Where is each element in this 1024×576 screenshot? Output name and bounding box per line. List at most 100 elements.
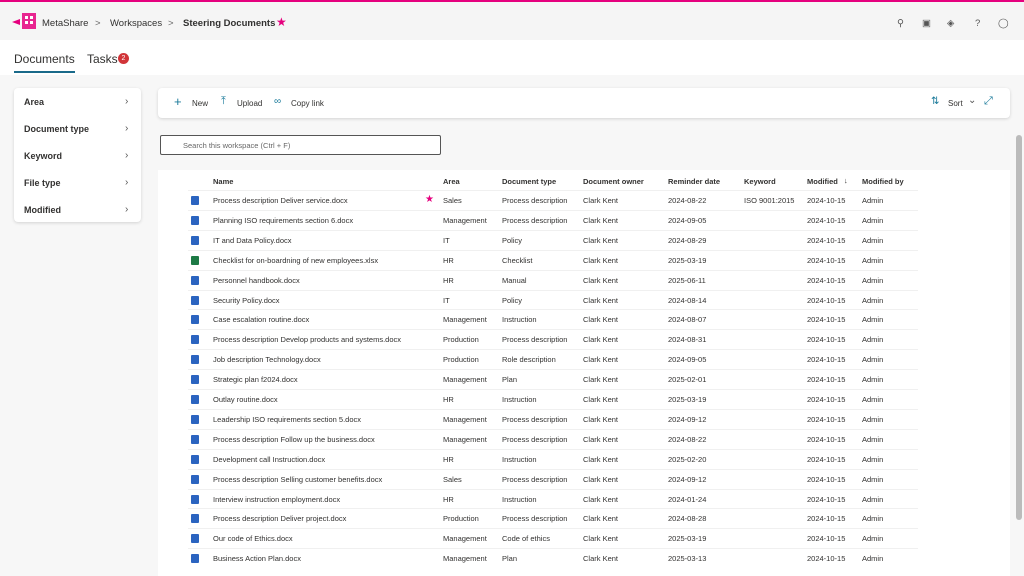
- file-name[interactable]: Job description Technology.docx: [213, 355, 321, 365]
- file-name[interactable]: Process description Follow up the busine…: [213, 434, 375, 444]
- breadcrumb[interactable]: Workspaces: [110, 18, 163, 29]
- scrollbar[interactable]: [1016, 135, 1022, 520]
- tab[interactable]: Tasks: [87, 52, 118, 66]
- cell: 2025-03-19: [668, 395, 707, 404]
- column-header[interactable]: Modified: [807, 177, 838, 186]
- icon[interactable]: ◈: [947, 18, 955, 29]
- file-name[interactable]: Process description Deliver service.docx: [213, 196, 348, 205]
- row-divider: [188, 528, 918, 530]
- row-divider: [188, 468, 918, 470]
- file-name[interactable]: Outlay routine.docx: [213, 395, 278, 404]
- cell: Instruction: [502, 494, 537, 504]
- file-name[interactable]: Business Action Plan.docx: [213, 554, 301, 564]
- breadcrumb[interactable]: Steering Documents: [183, 18, 276, 29]
- file-name[interactable]: IT and Data Policy.docx: [213, 235, 292, 245]
- cell: 2024-10-15: [807, 395, 846, 404]
- search-box[interactable]: Search this workspace (Ctrl + F): [160, 135, 441, 155]
- star[interactable]: ★: [425, 194, 434, 205]
- icon[interactable]: ⚲: [897, 18, 904, 29]
- cell: Clark Kent: [583, 315, 619, 325]
- file-name[interactable]: Leadership ISO requirements section 5.do…: [213, 414, 361, 424]
- cell: Admin: [862, 315, 884, 325]
- action[interactable]: Upload: [237, 99, 263, 108]
- cell: Admin: [862, 514, 884, 524]
- file-name[interactable]: Process description Deliver project.docx: [213, 514, 347, 524]
- chevron[interactable]: ›: [125, 150, 129, 161]
- file-name[interactable]: Case escalation routine.docx: [213, 315, 310, 325]
- file-icon: [191, 355, 199, 365]
- cell: Admin: [862, 414, 884, 424]
- cell: IT: [443, 235, 450, 245]
- row-divider: [188, 488, 918, 490]
- cell: Admin: [862, 255, 884, 265]
- file-name[interactable]: Checklist for on-boardning of new employ…: [213, 255, 379, 265]
- action[interactable]: New: [192, 99, 209, 108]
- file-icon: [191, 434, 199, 444]
- cell: Clark Kent: [583, 335, 619, 345]
- cell: Instruction: [502, 315, 537, 325]
- cell: Management: [443, 554, 487, 564]
- file-name[interactable]: Planning ISO requirements section 6.docx: [213, 215, 354, 225]
- cell: Admin: [862, 375, 884, 385]
- file-name[interactable]: Development call Instruction.docx: [213, 454, 326, 464]
- column-header[interactable]: Document type: [502, 177, 557, 186]
- cell: 2024-10-15: [807, 375, 846, 385]
- filter[interactable]: Area: [24, 97, 45, 107]
- cell: Process description: [502, 514, 568, 524]
- file-name[interactable]: Interview instruction employment.docx: [213, 494, 341, 504]
- help-icon[interactable]: ?: [975, 18, 981, 29]
- cell: Sales: [443, 474, 462, 484]
- cell: HR: [443, 454, 454, 464]
- column-header[interactable]: Reminder date: [668, 177, 721, 186]
- user-icon[interactable]: ◯: [998, 18, 1009, 29]
- cell: Policy: [502, 295, 523, 305]
- file-name[interactable]: Personnel handbook.docx: [213, 275, 300, 285]
- column-header[interactable]: Name: [213, 177, 234, 186]
- cell: 2024-08-29: [668, 235, 707, 245]
- table: Name Area Document type Document owner Remin…: [158, 170, 1010, 576]
- action[interactable]: Copy link: [291, 99, 324, 108]
- chevron[interactable]: ›: [125, 123, 129, 134]
- cell: Process description: [502, 434, 568, 444]
- cell: Clark Kent: [583, 434, 619, 444]
- filter[interactable]: Modified: [24, 205, 61, 215]
- row-divider: [188, 190, 918, 191]
- chevron[interactable]: ›: [125, 204, 129, 215]
- file-name[interactable]: Process description Selling customer ben…: [213, 474, 383, 484]
- brand[interactable]: MetaShare: [42, 18, 89, 29]
- cell: HR: [443, 275, 454, 285]
- cell: 2024-09-12: [668, 474, 707, 484]
- file-name[interactable]: Strategic plan f2024.docx: [213, 375, 298, 385]
- cell: Management: [443, 215, 487, 225]
- column-header[interactable]: Keyword: [744, 177, 776, 186]
- cell: Management: [443, 434, 487, 444]
- file-name[interactable]: Our code of Ethics.docx: [213, 534, 293, 544]
- cell: 2025-02-20: [668, 454, 707, 464]
- cell: Admin: [862, 335, 884, 345]
- filter[interactable]: Keyword: [24, 151, 63, 161]
- column-header[interactable]: Area: [443, 177, 460, 186]
- row-divider: [188, 548, 918, 550]
- cell: Clark Kent: [583, 454, 619, 464]
- filter[interactable]: Document type: [24, 124, 90, 134]
- file-icon: [191, 315, 199, 325]
- file-icon: [191, 554, 199, 564]
- column-header[interactable]: Modified by: [862, 177, 904, 186]
- expand-icon[interactable]: ⤢: [984, 95, 993, 107]
- chevron[interactable]: ›: [125, 96, 129, 107]
- icon[interactable]: ▣: [922, 18, 931, 29]
- cell: Admin: [862, 295, 884, 305]
- cell: Checklist: [502, 255, 533, 265]
- cell: 2024-10-15: [807, 454, 846, 464]
- file-name[interactable]: Security Policy.docx: [213, 295, 280, 305]
- filter[interactable]: File type: [24, 178, 61, 188]
- cell: Instruction: [502, 454, 537, 464]
- chevron[interactable]: ›: [125, 177, 129, 188]
- file-name[interactable]: Process description Develop products and…: [213, 335, 402, 345]
- cell: 2024-10-15: [807, 434, 846, 444]
- column-header[interactable]: Document owner: [583, 177, 644, 186]
- sort[interactable]: Sort: [948, 99, 963, 108]
- favorite-star[interactable]: ★: [276, 15, 287, 29]
- file-icon: [191, 335, 199, 345]
- tab[interactable]: Documents: [14, 52, 75, 73]
